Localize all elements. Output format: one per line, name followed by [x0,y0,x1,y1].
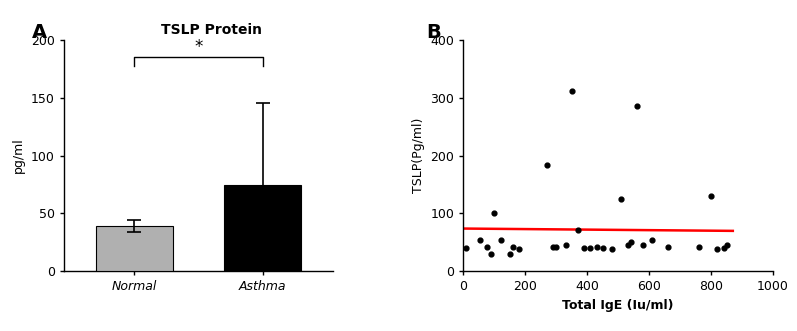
Point [488,211,501,216]
Point [485,252,497,257]
Point [717,246,730,251]
Text: B: B [426,23,442,42]
X-axis label: Total IgE (Iu/ml): Total IgE (Iu/ml) [563,299,674,312]
Point [460,246,473,251]
Point [615,196,628,202]
Point [720,243,733,248]
Point [662,244,674,250]
Point [646,237,658,242]
Point [559,243,572,248]
Point [621,243,634,248]
Point [507,244,520,250]
Point [547,244,559,250]
Point [624,240,637,245]
Point [584,246,597,251]
Point [540,163,553,168]
Point [504,252,516,257]
Point [565,88,578,93]
Point [630,104,643,109]
Y-axis label: TSLP(Pg/ml): TSLP(Pg/ml) [412,118,425,193]
Bar [96,226,173,271]
Point [512,247,525,252]
Point [474,237,487,242]
Point [578,246,591,251]
Bar [224,184,301,271]
Point [693,244,705,250]
Text: *: * [194,38,202,56]
Point [571,227,584,232]
Point [606,247,618,252]
Point [705,193,717,199]
Point [481,244,493,250]
Title: TSLP Protein: TSLP Protein [161,23,262,37]
Point [550,244,563,249]
Point [494,237,507,242]
Point [596,246,609,251]
Y-axis label: pg/ml: pg/ml [12,138,26,173]
Text: A: A [32,23,47,42]
Point [590,244,603,250]
Point [711,247,724,252]
Point [637,243,650,248]
